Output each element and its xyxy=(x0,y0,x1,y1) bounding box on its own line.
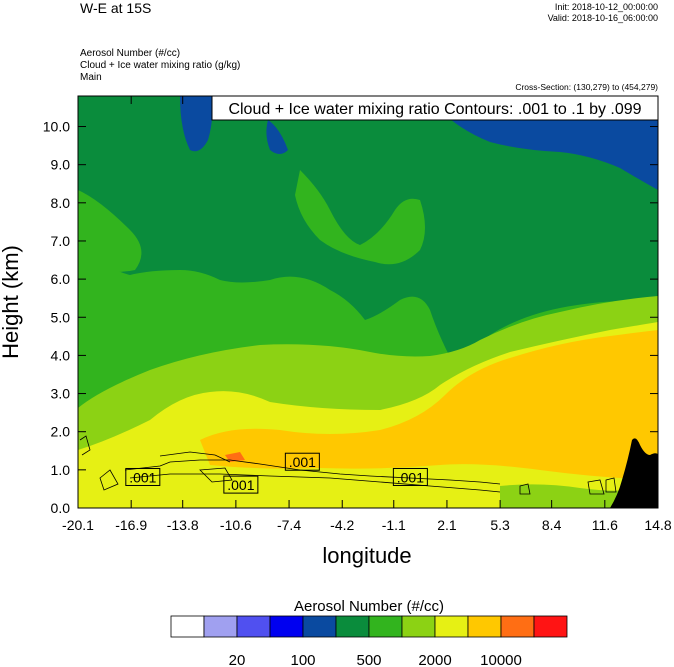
colorbar-swatch xyxy=(236,615,271,638)
contour-label: .001 xyxy=(129,469,156,485)
colorbar-swatch xyxy=(170,615,205,638)
colorbar-label: 2000 xyxy=(418,652,451,667)
contour-line xyxy=(587,479,605,495)
x-axis-label: longitude xyxy=(322,543,411,568)
colorbar-label: 100 xyxy=(290,652,315,667)
x-tick-label: -16.9 xyxy=(115,517,147,533)
x-tick-label: -10.6 xyxy=(220,517,252,533)
contour-label: .001 xyxy=(289,454,316,470)
colorbar-title: Aerosol Number (#/cc) xyxy=(294,598,444,615)
colorbar xyxy=(170,615,568,638)
y-tick-label: 0.0 xyxy=(51,500,71,516)
contour-line xyxy=(99,469,119,491)
colorbar-label: 500 xyxy=(356,652,381,667)
y-tick-label: 5.0 xyxy=(51,309,71,325)
colorbar-swatch xyxy=(467,615,502,638)
band-500 xyxy=(78,96,658,372)
colorbar-swatch xyxy=(269,615,304,638)
plot-title: W-E at 15S xyxy=(80,0,152,16)
y-ticks: 0.0 1.0 2.0 3.0 4.0 5.0 6.0 7.0 8.0 9.0 10.0 xyxy=(43,119,658,516)
terrain xyxy=(610,438,658,508)
colorbar-swatch xyxy=(335,615,370,638)
x-tick-label: 8.4 xyxy=(542,517,562,533)
colorbar-swatch xyxy=(533,615,568,638)
y-tick-label: 3.0 xyxy=(51,386,71,402)
x-tick-label: 14.8 xyxy=(644,517,671,533)
x-tick-label: -7.4 xyxy=(277,517,301,533)
valid-time: Valid: 2018-10-16_06:00:00 xyxy=(547,13,658,23)
contour-line xyxy=(129,473,501,493)
y-tick-label: 4.0 xyxy=(51,347,71,363)
y-tick-label: 9.0 xyxy=(51,157,71,173)
contour-label: .001 xyxy=(227,477,254,493)
colorbar-label: 20 xyxy=(229,652,246,667)
y-axis-label: Height (km) xyxy=(0,245,23,359)
contour-label-box xyxy=(223,475,259,494)
cross-section-label: Cross-Section: (130,279) to (454,279) xyxy=(515,82,658,92)
contour-line xyxy=(159,451,231,463)
band-light-left xyxy=(78,190,142,273)
y-tick-label: 1.0 xyxy=(51,462,71,478)
contour-label: .001 xyxy=(397,469,424,485)
x-tick-label: -1.1 xyxy=(382,517,406,533)
x-tick-label: -13.8 xyxy=(167,517,199,533)
colorbar-labels: 20 100 500 2000 10000 xyxy=(229,652,522,667)
field-cloud-ice: Cloud + Ice water mixing ratio (g/kg) xyxy=(80,60,241,71)
y-tick-label: 6.0 xyxy=(51,271,71,287)
field-main: Main xyxy=(80,72,102,83)
colorbar-swatch xyxy=(500,615,535,638)
init-time: Init: 2018-10-12_00:00:00 xyxy=(554,2,658,12)
field-aerosol: Aerosol Number (#/cc) xyxy=(80,48,181,59)
band-surface-lime xyxy=(500,484,630,508)
x-tick-label: 2.1 xyxy=(437,517,457,533)
y-tick-label: 8.0 xyxy=(51,195,71,211)
contour-info-text: Cloud + Ice water mixing ratio Contours:… xyxy=(228,101,641,118)
colorbar-label: 10000 xyxy=(480,652,522,667)
contour-line xyxy=(519,483,531,495)
contour-line xyxy=(605,477,617,493)
band-1000-spot xyxy=(266,120,288,154)
contour-label-box xyxy=(392,467,428,486)
contour-line xyxy=(79,435,91,456)
colorbar-swatch xyxy=(302,615,337,638)
x-tick-label: 11.6 xyxy=(592,517,618,533)
contour-label-boxes: .001 .001 .001 .001 xyxy=(125,452,428,494)
contour-label-box xyxy=(284,452,320,471)
x-tick-label: -4.2 xyxy=(330,517,354,533)
x-tick-label: 5.3 xyxy=(490,517,510,533)
contour-info-box: Cloud + Ice water mixing ratio Contours:… xyxy=(211,95,659,121)
y-tick-label: 2.0 xyxy=(51,424,71,440)
band-light-mid xyxy=(295,170,425,265)
x-ticks: -20.1 -16.9 -13.8 -10.6 -7.4 -4.2 -1.1 2.1 5.3 8.… xyxy=(62,96,672,533)
y-tick-label: 10.0 xyxy=(43,119,70,135)
band-10000 xyxy=(200,330,658,480)
colorbar-swatch xyxy=(401,615,436,638)
y-tick-label: 7.0 xyxy=(51,233,71,249)
contour-line xyxy=(199,467,233,483)
x-tick-label: -20.1 xyxy=(62,517,94,533)
contour-info-frame xyxy=(211,95,659,121)
colorbar-swatch xyxy=(203,615,238,638)
band-1000-left xyxy=(180,96,213,152)
colorbar-swatch xyxy=(434,615,469,638)
contour-label-box xyxy=(125,467,161,486)
plot-area xyxy=(78,96,658,508)
band-20000-spot xyxy=(225,452,245,462)
colorbar-swatch xyxy=(368,615,403,638)
